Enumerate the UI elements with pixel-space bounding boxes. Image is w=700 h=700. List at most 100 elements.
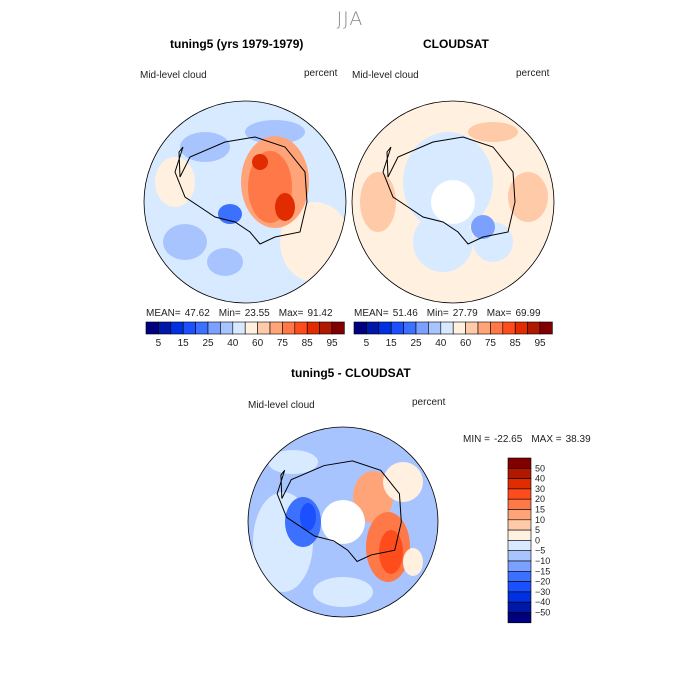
colorbar-box	[452, 321, 466, 335]
colorbar-tick-label: 15	[178, 338, 190, 349]
contour-region	[313, 577, 373, 607]
panel3-title: tuning5 - CLOUDSAT	[291, 366, 411, 380]
colorbar-tick-label: 95	[534, 338, 546, 349]
colorbar-tick-label: −40	[535, 597, 550, 607]
contour-region	[468, 122, 518, 142]
panel1-variable: Mid-level cloud	[140, 70, 207, 81]
colorbar-box	[158, 321, 172, 335]
colorbar-box	[232, 321, 246, 335]
colorbar-box	[378, 321, 392, 335]
colorbar-tick-label: 60	[460, 338, 472, 349]
colorbar-tick-label: 95	[326, 338, 338, 349]
panel2-title: CLOUDSAT	[423, 37, 489, 51]
map-border	[143, 100, 347, 304]
colorbar-box	[331, 321, 345, 335]
panel1-title: tuning5 (yrs 1979-1979)	[170, 37, 304, 51]
panel3-units: percent	[412, 397, 446, 408]
contour-region	[245, 120, 305, 144]
antarctica-coastline	[174, 136, 308, 245]
colorbar-tick-label: 85	[510, 338, 522, 349]
contour-region	[268, 450, 318, 474]
colorbar-tick-label: 15	[386, 338, 398, 349]
figure-title: JJA	[336, 8, 364, 30]
colorbar-tick-label: 10	[535, 515, 545, 525]
polar-map-2	[351, 100, 555, 304]
colorbar-box	[145, 321, 159, 335]
panel2-variable: Mid-level cloud	[352, 70, 419, 81]
colorbar-tick-label: −10	[535, 556, 550, 566]
colorbar-box	[507, 488, 532, 500]
colorbar-box	[195, 321, 209, 335]
colorbar-box	[294, 321, 308, 335]
colorbar-tick-label: 25	[410, 338, 422, 349]
colorbar-box	[507, 591, 532, 603]
contour-region	[403, 548, 423, 576]
colorbar-box	[527, 321, 541, 335]
colorbar-box	[244, 321, 258, 335]
contour-region	[360, 172, 396, 232]
colorbar-box	[403, 321, 417, 335]
colorbar-box	[507, 581, 532, 593]
colorbar-tick-label: 85	[302, 338, 314, 349]
colorbar-box	[440, 321, 454, 335]
colorbar-tick-label: 5	[364, 338, 370, 349]
antarctica-coastline	[276, 460, 402, 563]
antarctica-coastline	[382, 136, 516, 245]
colorbar-box	[170, 321, 184, 335]
contour-region	[471, 215, 495, 239]
colorbar-tick-label: 75	[277, 338, 289, 349]
colorbar-box	[507, 529, 532, 541]
colorbar-box	[306, 321, 320, 335]
map-border	[351, 100, 555, 304]
panel2-units: percent	[516, 68, 550, 79]
colorbar-box	[282, 321, 296, 335]
colorbar-box	[507, 467, 532, 479]
colorbar-tick-label: 0	[535, 535, 540, 545]
colorbar-tick-label: 5	[156, 338, 162, 349]
colorbar-tick-label: −5	[535, 546, 545, 556]
colorbar-box	[366, 321, 380, 335]
colorbar-tick-label: 50	[535, 463, 545, 473]
colorbar-box	[507, 519, 532, 531]
colorbar-box	[502, 321, 516, 335]
colorbar-tick-label: −15	[535, 566, 550, 576]
colorbar-box	[507, 570, 532, 582]
colorbar-box	[415, 321, 429, 335]
colorbar-box	[507, 498, 532, 510]
contour-region	[379, 530, 403, 574]
missing-data-pole	[321, 500, 365, 544]
colorbar-box	[507, 612, 532, 624]
panel1-units: percent	[304, 68, 338, 79]
colorbar-box	[539, 321, 553, 335]
missing-data-pole	[431, 180, 475, 224]
colorbar-tick-label: 15	[535, 505, 545, 515]
colorbar-tick-label: 40	[435, 338, 447, 349]
colorbar-tick-label: 40	[535, 474, 545, 484]
colorbar-tick-label: −20	[535, 577, 550, 587]
colorbar-tick-label: 40	[227, 338, 239, 349]
colorbar-box	[257, 321, 271, 335]
colorbar-box	[207, 321, 221, 335]
contour-region	[155, 157, 195, 207]
colorbar-box	[465, 321, 479, 335]
map-border	[247, 426, 439, 618]
contour-region	[508, 172, 548, 222]
colorbar-2: 5 15 25 40 60 75 85 95	[353, 321, 553, 349]
colorbar-box	[269, 321, 283, 335]
panel1-stats: MEAN= 47.62 Min= 23.55 Max= 91.42	[146, 308, 333, 319]
colorbar-box	[507, 540, 532, 552]
panel2-stats: MEAN= 51.46 Min= 27.79 Max= 69.99	[354, 308, 541, 319]
colorbar-box	[507, 457, 532, 469]
colorbar-box	[477, 321, 491, 335]
colorbar-tick-label: 25	[202, 338, 214, 349]
colorbar-box	[514, 321, 528, 335]
colorbar-box	[490, 321, 504, 335]
contour-region	[275, 193, 295, 221]
colorbar-box	[220, 321, 234, 335]
contour-region	[207, 248, 243, 276]
contour-region	[252, 154, 268, 170]
colorbar-tick-label: 75	[485, 338, 497, 349]
